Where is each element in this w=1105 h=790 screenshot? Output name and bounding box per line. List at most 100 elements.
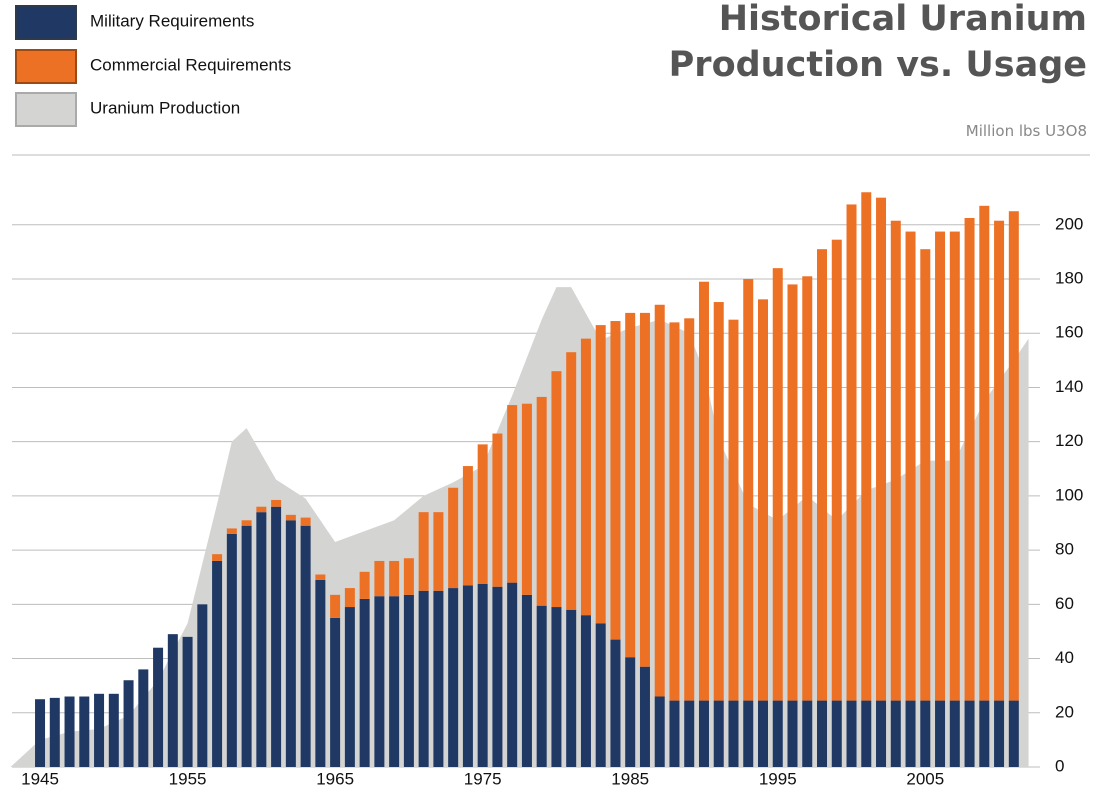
bar-segment [1008, 700, 1019, 767]
bar-segment [935, 231, 946, 701]
bar-segment [949, 231, 960, 701]
bar-segment [212, 554, 223, 561]
bar-segment [477, 584, 488, 767]
bar-segment [389, 596, 400, 767]
legend-swatch [15, 49, 77, 84]
bar-segment [271, 499, 282, 507]
bar-segment [802, 276, 813, 701]
bar-segment [344, 607, 355, 767]
bar-segment [521, 594, 532, 767]
bar-segment [566, 352, 577, 610]
bar-segment [817, 700, 828, 767]
bar-segment [935, 700, 946, 767]
y-tick-label: 160 [1055, 323, 1083, 342]
bar-segment [212, 560, 223, 767]
bar-segment [226, 528, 237, 534]
bar-segment [846, 204, 857, 701]
bar-segment [964, 700, 975, 767]
bar-segment [684, 318, 695, 701]
bar-segment [389, 560, 400, 597]
y-tick-label: 60 [1055, 594, 1074, 613]
bar-segment [79, 696, 90, 767]
bar-segment [580, 615, 591, 767]
bar-segment [817, 249, 828, 701]
bar-segment [403, 558, 414, 595]
bar-segment [920, 700, 931, 767]
bar-segment [462, 466, 473, 586]
bar-segment [625, 312, 636, 658]
bar-segment [167, 634, 178, 767]
bar-segment [979, 700, 990, 767]
bar-segment [359, 598, 370, 767]
bar-segment [846, 700, 857, 767]
bar-segment [905, 700, 916, 767]
bar-segment [787, 700, 798, 767]
bar-segment [684, 700, 695, 767]
bar-segment [979, 205, 990, 701]
bar-segment [639, 312, 650, 667]
bar-segment [285, 520, 296, 767]
bar-segment [492, 433, 503, 587]
bar-segment [507, 582, 518, 767]
bar-segment [994, 220, 1005, 701]
bar-segment [300, 525, 311, 767]
bar-segment [861, 192, 872, 701]
bar-segment [580, 338, 591, 616]
bar-segment [713, 302, 724, 701]
bar-segment [669, 322, 680, 701]
bar-segment [418, 512, 429, 591]
legend-swatch [15, 5, 77, 40]
bar-segment [462, 585, 473, 767]
bar-segment [418, 590, 429, 767]
bar-segment [757, 299, 768, 701]
bar-segment [639, 666, 650, 767]
bar-segment [772, 700, 783, 767]
bar-segment [994, 700, 1005, 767]
bar-segment [448, 487, 459, 589]
y-tick-label: 0 [1055, 756, 1064, 775]
bar-segment [182, 636, 193, 767]
bar-segment [507, 405, 518, 583]
bar-segment [108, 693, 119, 767]
production-area [10, 287, 1029, 767]
bar-segment [949, 700, 960, 767]
bar-segment [610, 639, 621, 767]
y-tick-label: 140 [1055, 377, 1083, 396]
bar-segment [743, 279, 754, 701]
bar-segment [374, 560, 385, 597]
bar-segment [698, 281, 709, 701]
bar-segment [153, 647, 164, 767]
y-tick-label: 180 [1055, 268, 1083, 287]
bar-segment [654, 304, 665, 697]
bar-segment [315, 574, 326, 580]
bar-segment [787, 284, 798, 701]
bar-segment [197, 604, 208, 767]
bar-segment [713, 700, 724, 767]
bar-segment [241, 520, 252, 526]
bar-segment [551, 371, 562, 608]
bar-segment [492, 586, 503, 767]
y-tick-label: 100 [1055, 485, 1083, 504]
bar-segment [315, 579, 326, 767]
bar-segment [698, 700, 709, 767]
bar-segment [35, 699, 46, 767]
bar-segment [802, 700, 813, 767]
bar-segment [728, 319, 739, 701]
bar-segment [876, 700, 887, 767]
bar-segment [831, 239, 842, 701]
bar-segment [374, 596, 385, 767]
bar-segment [669, 700, 680, 767]
x-tick-label: 1965 [316, 769, 354, 788]
bar-segment [595, 623, 606, 767]
bar-segment [905, 231, 916, 701]
bar-segment [566, 609, 577, 767]
bar-segment [344, 588, 355, 608]
x-tick-label: 1975 [464, 769, 502, 788]
bar-segment [226, 533, 237, 767]
bar-segment [964, 218, 975, 701]
legend-swatch [15, 92, 77, 127]
legend-label: Uranium Production [90, 98, 240, 117]
bar-segment [433, 590, 444, 767]
